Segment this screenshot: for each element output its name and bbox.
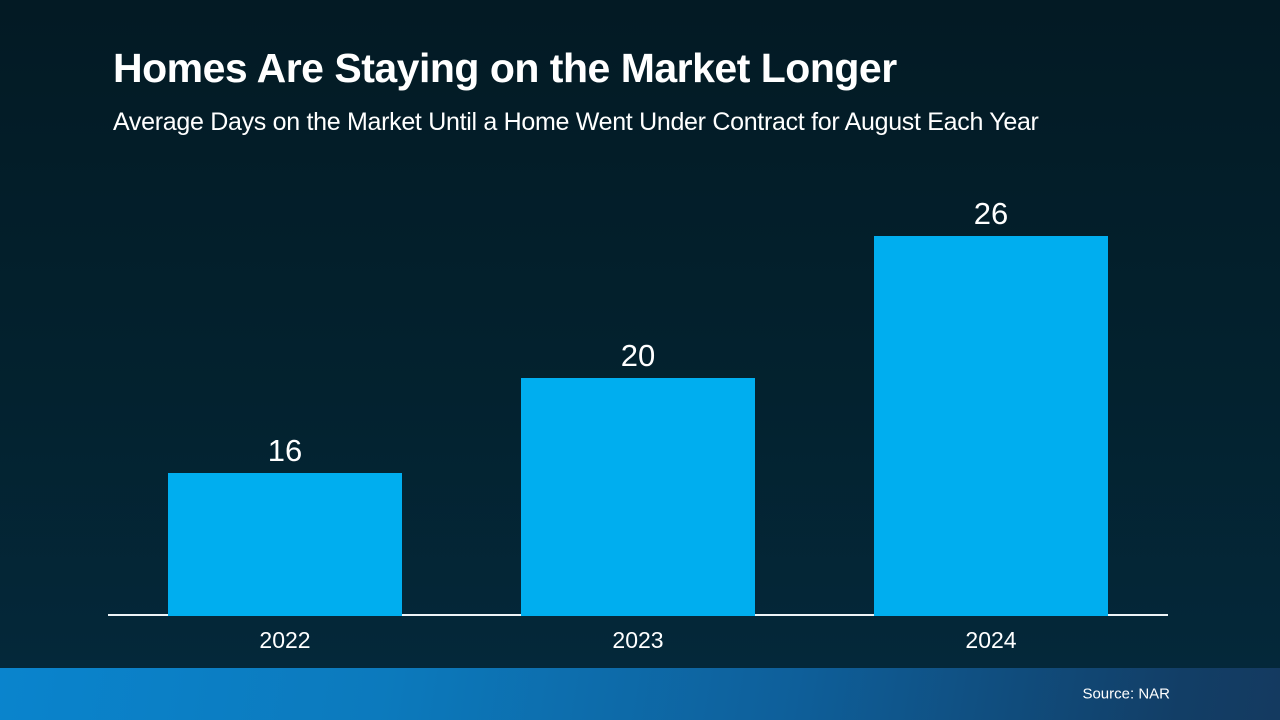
x-axis-tick-label: 2022	[259, 627, 311, 653]
x-axis-tick-label: 2023	[612, 627, 664, 653]
bar-value-label: 16	[267, 433, 303, 468]
chart-header: Homes Are Staying on the Market Longer A…	[113, 45, 1223, 137]
bar-group-2024: 26 2024	[874, 196, 1108, 652]
bar	[874, 236, 1108, 616]
x-axis-tick-label: 2024	[965, 627, 1017, 653]
bar-group-2023: 20 2023	[521, 338, 755, 652]
bar	[521, 378, 755, 616]
bar-value-label: 20	[620, 338, 656, 373]
chart-title: Homes Are Staying on the Market Longer	[113, 45, 897, 91]
source-label: Source: NAR	[1082, 685, 1170, 703]
bar-value-label: 26	[973, 196, 1009, 231]
chart-subtitle: Average Days on the Market Until a Home …	[113, 108, 1039, 137]
bar	[168, 473, 402, 616]
bar-group-2022: 16 2022	[168, 433, 402, 652]
footer-bar: Source: NAR	[0, 668, 1280, 720]
